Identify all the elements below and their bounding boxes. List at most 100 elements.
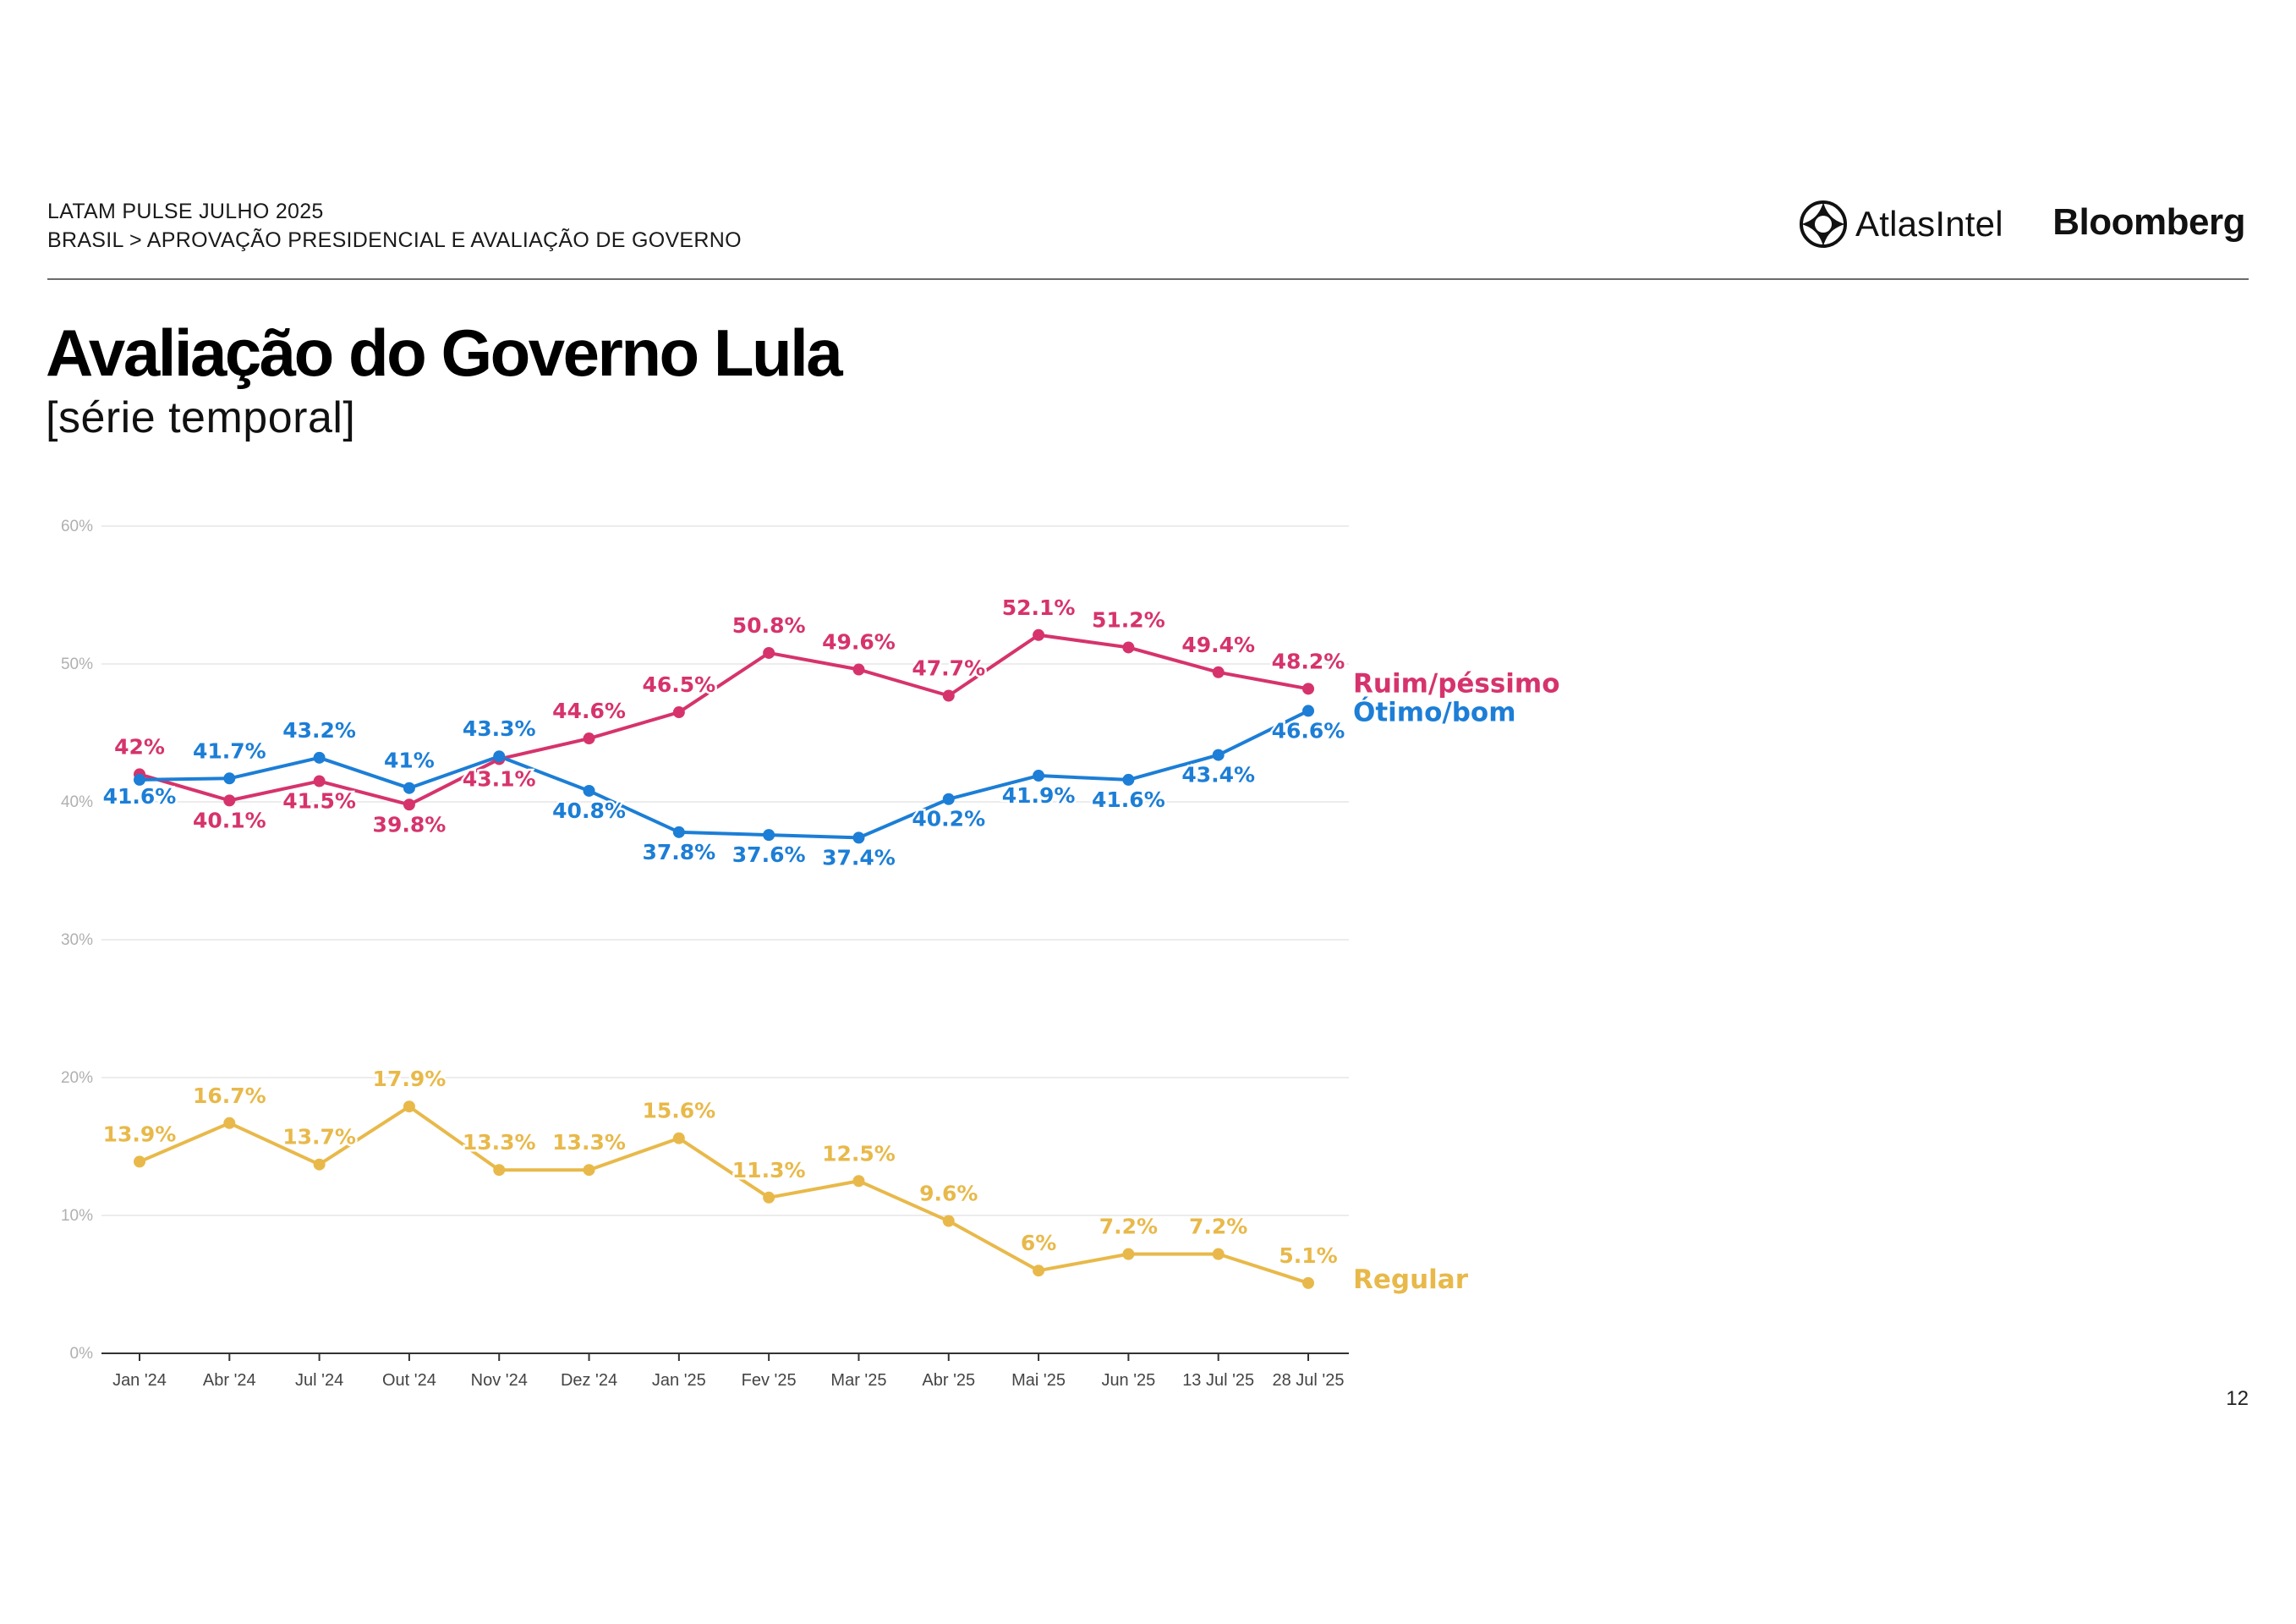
data-label-ruim-pessimo: 49.6% — [822, 630, 896, 655]
data-point-otimo-bom — [1033, 770, 1045, 782]
data-point-otimo-bom — [403, 782, 415, 794]
data-label-otimo-bom: 40.8% — [552, 798, 626, 823]
data-label-regular: 13.9% — [103, 1122, 177, 1146]
data-label-ruim-pessimo: 48.2% — [1272, 649, 1345, 673]
data-point-ruim-pessimo — [223, 794, 236, 807]
y-tick-label: 30% — [61, 931, 93, 949]
atlasintel-logo: AtlasIntel — [1800, 200, 2003, 249]
data-point-regular — [223, 1116, 236, 1129]
data-label-regular: 15.6% — [642, 1099, 715, 1123]
bloomberg-logo: Bloomberg — [2052, 201, 2245, 243]
data-label-otimo-bom: 43.3% — [463, 716, 536, 741]
data-label-regular: 5.1% — [1279, 1243, 1337, 1268]
data-point-otimo-bom — [763, 829, 775, 842]
data-point-otimo-bom — [134, 773, 145, 786]
line-chart: 0% 10% 20% 30% 40% 50% 60% Jan '24 Abr '24 Jul '2… — [61, 518, 1560, 1390]
data-point-regular — [672, 1132, 685, 1144]
data-label-otimo-bom: 41.9% — [1002, 783, 1076, 808]
data-label-regular: 7.2% — [1099, 1215, 1158, 1239]
data-point-ruim-pessimo — [852, 663, 865, 676]
y-tick-label: 20% — [61, 1069, 93, 1087]
data-label-ruim-pessimo: 43.1% — [463, 766, 536, 791]
data-point-otimo-bom — [1302, 705, 1314, 717]
data-point-otimo-bom — [493, 750, 506, 763]
data-label-otimo-bom: 37.8% — [642, 840, 715, 864]
data-point-regular — [583, 1164, 595, 1177]
x-tick-label: Jul '24 — [295, 1371, 343, 1390]
data-label-ruim-pessimo: 44.6% — [552, 699, 626, 723]
data-label-regular: 13.3% — [552, 1130, 626, 1155]
data-point-otimo-bom — [313, 751, 326, 764]
x-tick-label: Abr '25 — [922, 1371, 975, 1390]
x-tick-label: 13 Jul '25 — [1182, 1371, 1254, 1390]
data-point-regular — [852, 1175, 865, 1188]
data-label-otimo-bom: 41% — [384, 749, 435, 773]
data-label-otimo-bom: 41.6% — [103, 784, 177, 809]
series-line-ruim-pessimo — [139, 633, 1309, 807]
x-tick-label: Mai '25 — [1011, 1371, 1066, 1390]
series-name-ruim-pessimo: Ruim/péssimo — [1353, 668, 1560, 699]
x-tick-label: 28 Jul '25 — [1273, 1371, 1345, 1390]
data-label-otimo-bom: 46.6% — [1272, 718, 1345, 743]
data-point-ruim-pessimo — [1302, 683, 1314, 695]
page-title: Avaliação do Governo Lula — [46, 315, 843, 390]
data-label-regular: 12.5% — [822, 1141, 896, 1166]
data-label-ruim-pessimo: 39.8% — [373, 812, 447, 837]
atlasintel-wordmark: AtlasIntel — [1855, 204, 2003, 244]
page-number: 12 — [2226, 1387, 2249, 1410]
data-point-ruim-pessimo — [1122, 641, 1135, 654]
data-point-ruim-pessimo — [763, 646, 775, 659]
data-point-otimo-bom — [1212, 749, 1225, 761]
data-point-ruim-pessimo — [1033, 628, 1045, 641]
data-label-ruim-pessimo: 51.2% — [1092, 607, 1165, 632]
data-label-ruim-pessimo: 41.5% — [282, 789, 356, 814]
data-point-regular — [1122, 1248, 1135, 1260]
data-point-regular — [313, 1158, 326, 1171]
data-point-otimo-bom — [1122, 773, 1135, 786]
series-name-regular: Regular — [1353, 1265, 1469, 1295]
data-label-otimo-bom: 41.7% — [193, 738, 266, 763]
data-label-ruim-pessimo: 49.4% — [1181, 633, 1255, 657]
data-label-regular: 11.3% — [732, 1158, 806, 1182]
data-point-regular — [403, 1100, 415, 1113]
data-label-ruim-pessimo: 40.1% — [193, 808, 266, 832]
x-tick-label: Out '24 — [382, 1371, 436, 1390]
data-label-otimo-bom: 40.2% — [912, 807, 985, 831]
data-label-ruim-pessimo: 50.8% — [732, 613, 806, 638]
data-point-regular — [1302, 1276, 1314, 1289]
data-label-otimo-bom: 43.4% — [1181, 763, 1255, 787]
data-label-regular: 9.6% — [919, 1182, 978, 1206]
y-tick-label: 50% — [61, 656, 93, 673]
data-point-otimo-bom — [223, 772, 236, 785]
data-label-regular: 6% — [1021, 1231, 1056, 1255]
x-tick-label: Fev '25 — [742, 1371, 797, 1390]
y-tick-label: 10% — [61, 1207, 93, 1225]
data-label-regular: 16.7% — [193, 1084, 266, 1108]
x-tick-label: Abr '24 — [203, 1371, 256, 1390]
data-label-ruim-pessimo: 46.5% — [642, 672, 715, 697]
header-survey-title: LATAM PULSE JULHO 2025 — [47, 200, 324, 223]
series-name-otimo-bom: Ótimo/bom — [1353, 696, 1516, 727]
data-label-otimo-bom: 37.6% — [732, 842, 806, 867]
data-point-ruim-pessimo — [313, 775, 326, 787]
data-label-otimo-bom: 43.2% — [282, 718, 356, 743]
x-tick-label: Jan '25 — [652, 1371, 706, 1390]
data-point-regular — [493, 1164, 506, 1177]
x-tick-label: Nov '24 — [471, 1371, 528, 1390]
data-label-regular: 7.2% — [1189, 1215, 1247, 1239]
data-label-ruim-pessimo: 47.7% — [912, 656, 985, 680]
data-point-otimo-bom — [852, 831, 865, 844]
data-label-regular: 17.9% — [373, 1067, 447, 1091]
data-point-ruim-pessimo — [672, 706, 685, 719]
y-tick-label: 40% — [61, 793, 93, 811]
data-label-regular: 13.3% — [463, 1130, 536, 1155]
header-breadcrumb: BRASIL > APROVAÇÃO PRESIDENCIAL E AVALIA… — [47, 228, 742, 252]
x-tick-label: Jun '25 — [1101, 1371, 1155, 1390]
x-tick-label: Jan '24 — [112, 1371, 167, 1390]
data-point-regular — [1212, 1248, 1225, 1260]
page-subtitle: [série temporal] — [46, 393, 356, 442]
x-tick-label: Dez '24 — [561, 1371, 617, 1390]
series-line-otimo-bom — [139, 709, 1309, 840]
data-label-otimo-bom: 41.6% — [1092, 787, 1165, 812]
atlasintel-mark-icon — [1800, 200, 1847, 248]
